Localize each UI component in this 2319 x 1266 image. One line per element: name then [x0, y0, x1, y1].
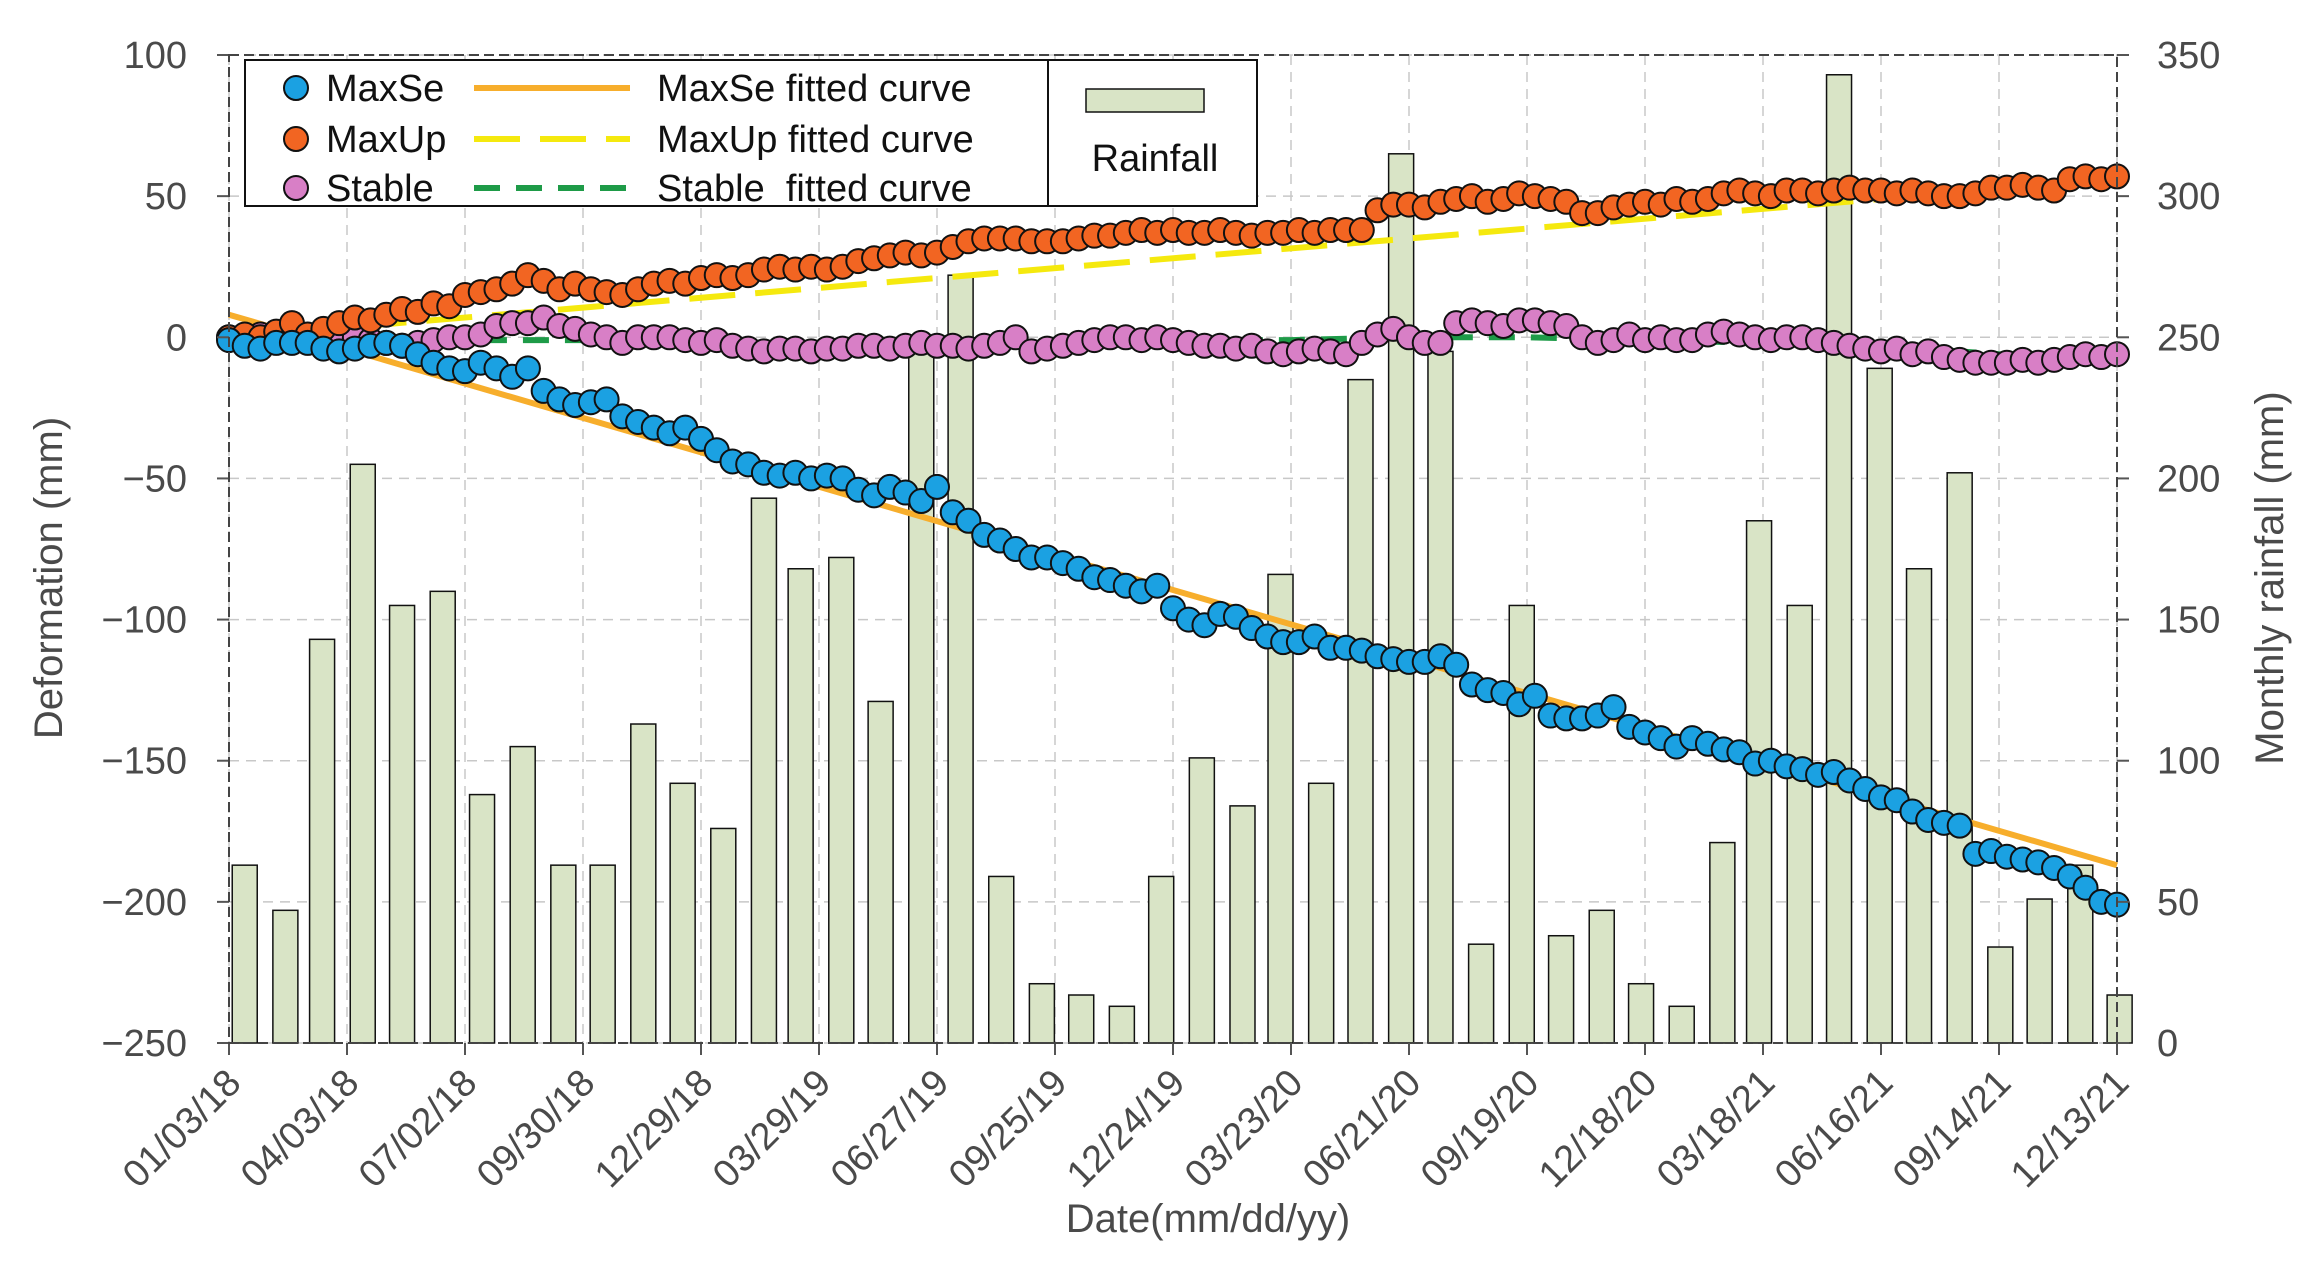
rainfall-bar	[1028, 982, 1056, 1044]
rainfall-bar	[349, 463, 376, 1044]
legend-maxse-marker	[283, 75, 309, 101]
rainfall-bar	[1668, 1005, 1695, 1044]
rainfall-bar	[1307, 782, 1335, 1044]
legend-label: MaxSe	[326, 68, 444, 110]
y-tick-label: −150	[101, 741, 187, 783]
rainfall-bar	[1188, 757, 1216, 1044]
y2-tick-label: 50	[2157, 882, 2199, 924]
y-tick-label: 100	[124, 35, 187, 77]
rainfall-bar	[710, 827, 737, 1044]
y2-tick-label: 150	[2157, 600, 2220, 642]
y2-axis-title: Monthly rainfall (mm)	[2248, 391, 2292, 764]
rainfall-bar	[908, 342, 935, 1044]
stable-point	[1427, 329, 1454, 356]
legend-label: MaxSe fitted curve	[657, 68, 972, 110]
legend-label: MaxUp fitted curve	[657, 119, 974, 161]
legend-label: Stable fitted curve	[657, 168, 972, 210]
rainfall-bar	[1467, 943, 1495, 1044]
legend-stable-marker	[283, 175, 309, 201]
rainfall-bar	[867, 700, 894, 1044]
y2-tick-label: 200	[2157, 458, 2220, 500]
rainfall-bar	[1866, 367, 1893, 1044]
rainfall-bar	[669, 782, 696, 1044]
rainfall-bar	[1709, 841, 1736, 1044]
maxse-point	[1443, 651, 1470, 678]
y-axis-title: Deformation (mm)	[27, 417, 71, 739]
rainfall-bar	[468, 793, 496, 1044]
legend: MaxSe MaxUp Stable MaxSe fitted curve MaxUp …	[244, 59, 1258, 210]
rainfall-bar	[231, 864, 258, 1044]
rainfall-bar	[2026, 898, 2053, 1044]
rainfall-bar	[2106, 994, 2133, 1044]
rainfall-bar	[750, 497, 778, 1044]
legend-label: MaxUp	[326, 119, 446, 161]
rainfall-bar	[388, 604, 416, 1044]
rainfall-bar	[550, 864, 577, 1044]
y-tick-label: −250	[101, 1023, 187, 1065]
maxup-fitted-curve	[228, 176, 2118, 341]
y-tick-label: −100	[101, 600, 187, 642]
rainfall-bar	[1067, 994, 1095, 1044]
rainfall-bar	[1946, 472, 1973, 1044]
maxse-point	[1144, 572, 1171, 599]
y2-tick-label: 300	[2157, 176, 2220, 218]
rainfall-bar	[1347, 378, 1374, 1044]
rainfall-bar	[787, 568, 814, 1044]
rainfall-bar	[1987, 946, 2014, 1044]
y2-tick-label: 0	[2157, 1023, 2178, 1065]
rainfall-bar	[987, 875, 1015, 1044]
rainfall-bar	[1547, 934, 1575, 1044]
rainfall-bar	[429, 590, 456, 1044]
maxse-point	[1946, 812, 1973, 839]
rainfall-bar	[1786, 604, 1813, 1044]
y-tick-label: 0	[166, 317, 187, 359]
plot-frame	[228, 54, 2118, 1044]
maxse-point	[514, 355, 541, 382]
rainfall-bar	[1508, 604, 1536, 1044]
maxse-point	[1600, 694, 1627, 721]
rainfall-bar	[272, 909, 299, 1044]
rainfall-bar	[1825, 74, 1853, 1044]
rainfall-bar	[1229, 805, 1256, 1044]
x-axis-title: Date(mm/dd/yy)	[1066, 1197, 1351, 1241]
rainfall-bar	[509, 745, 536, 1044]
rainfall-bar	[630, 723, 657, 1044]
y2-tick-label: 350	[2157, 35, 2220, 77]
rainfall-bar	[1627, 982, 1655, 1044]
rainfall-bar	[828, 556, 855, 1044]
maxse-point	[924, 473, 950, 500]
rainfall-bar	[1108, 1005, 1136, 1044]
rainfall-bar	[1588, 909, 1615, 1044]
rainfall-bar	[1745, 520, 1773, 1044]
legend-rainfall-swatch	[1085, 88, 1205, 113]
rainfall-bar	[589, 864, 616, 1044]
maxse-point	[1521, 682, 1548, 709]
rainfall-bars	[231, 74, 2133, 1044]
rainfall-bar	[1147, 875, 1175, 1044]
legend-maxup-marker	[283, 126, 309, 152]
y2-tick-label: 250	[2157, 317, 2220, 359]
y-tick-label: 50	[145, 176, 187, 218]
maxup-point	[1348, 217, 1375, 244]
rainfall-bar	[308, 638, 336, 1044]
rainfall-bar	[1427, 350, 1454, 1044]
rainfall-bar	[1387, 153, 1415, 1044]
y2-tick-label: 100	[2157, 741, 2220, 783]
y-tick-label: −200	[101, 882, 187, 924]
rainfall-bar	[947, 274, 974, 1044]
y-tick-label: −50	[123, 458, 187, 500]
legend-box	[244, 59, 1258, 207]
legend-label: Stable	[326, 168, 434, 210]
legend-label: Rainfall	[1092, 138, 1219, 180]
maxse-point	[593, 386, 620, 413]
scatter-points	[216, 163, 2130, 918]
